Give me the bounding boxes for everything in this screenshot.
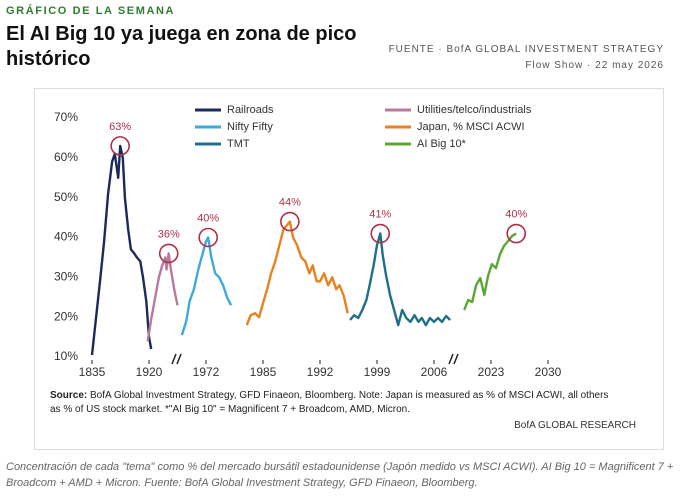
x-tick-label: 2006 — [421, 365, 448, 379]
peak-label: 63% — [109, 121, 131, 133]
y-tick-label: 50% — [54, 190, 78, 204]
x-tick-label: 1835 — [79, 365, 106, 379]
legend-label: TMT — [227, 138, 250, 150]
series-line — [180, 236, 233, 336]
chart-frame — [34, 88, 664, 450]
source: FUENTE · BofA GLOBAL INVESTMENT STRATEGY — [388, 44, 664, 55]
peak-circle — [280, 211, 300, 232]
x-tick-label: 1920 — [136, 365, 163, 379]
x-tick-label: 1992 — [307, 365, 334, 379]
break-mark — [453, 353, 459, 365]
peak-circle — [506, 223, 527, 244]
peak-label: 36% — [158, 228, 180, 240]
y-tick-label: 20% — [54, 309, 78, 323]
legend-label: Nifty Fifty — [227, 121, 273, 133]
source-note: Source: BofA Global Investment Strategy,… — [50, 389, 610, 417]
series-line — [463, 232, 517, 311]
break-mark — [448, 353, 454, 365]
x-tick-label: 1985 — [250, 365, 277, 379]
series-line — [90, 144, 153, 356]
y-tick-label: 40% — [54, 230, 78, 244]
axis-break — [171, 353, 459, 365]
source-label: Source: — [50, 390, 88, 401]
x-tick-label: 2023 — [478, 365, 505, 379]
peak-label: 44% — [279, 196, 301, 208]
legend-label: Railroads — [227, 104, 274, 116]
break-mark — [171, 353, 177, 365]
y-tick-label: 70% — [54, 110, 78, 124]
series-line — [349, 232, 451, 327]
peak-circle — [198, 227, 218, 248]
legend-label: Japan, % MSCI ACWI — [417, 121, 525, 133]
peak-circle — [158, 243, 179, 264]
date: Flow Show · 22 may 2026 — [525, 60, 664, 71]
series-line — [146, 252, 179, 342]
kicker: GRÁFICO DE LA SEMANA — [6, 5, 176, 17]
source-block: FUENTE · BofA GLOBAL INVESTMENT STRATEGY… — [389, 42, 664, 74]
brand: BofA GLOBAL RESEARCH — [514, 420, 636, 431]
peak-label: 40% — [197, 212, 219, 224]
headline: El AI Big 10 ya juega en zona de pico hi… — [6, 23, 357, 70]
y-tick-label: 10% — [54, 349, 78, 363]
legend-label: AI Big 10* — [417, 138, 467, 150]
x-tick-label: 1972 — [193, 365, 220, 379]
break-mark — [176, 353, 182, 365]
series-line — [245, 220, 349, 326]
x-tick-label: 2030 — [535, 365, 562, 379]
source-text: BofA Global Investment Strategy, GFD Fin… — [50, 390, 609, 415]
y-tick-label: 60% — [54, 150, 78, 164]
caption: Concentración de cada "tema" como % del … — [6, 461, 674, 489]
peak-circle — [370, 223, 391, 244]
peak-label: 40% — [505, 208, 527, 220]
y-tick-label: 30% — [54, 270, 78, 284]
x-tick-label: 1999 — [364, 365, 391, 379]
peak-circle — [110, 136, 130, 156]
legend-label: Utilities/telco/industrials — [417, 104, 532, 116]
peak-label: 41% — [369, 208, 391, 220]
